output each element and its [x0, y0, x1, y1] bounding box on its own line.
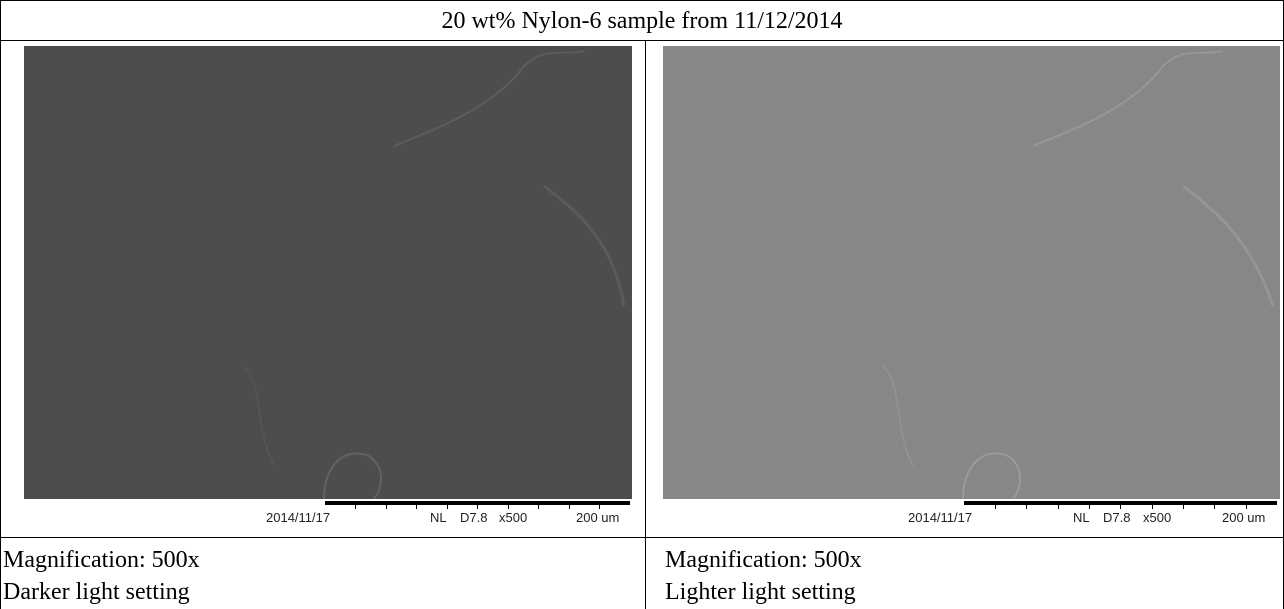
border-left — [0, 0, 1, 609]
scale-tick — [995, 505, 996, 509]
image-magnification: x500 — [1143, 510, 1172, 525]
image-date: 2014/11/17 — [266, 510, 331, 525]
border-top — [0, 0, 1284, 1]
image-magnification: x500 — [499, 510, 528, 525]
caption-line: Lighter light setting — [665, 579, 856, 605]
caption-line: Magnification: 500x — [665, 547, 862, 573]
scale-tick — [538, 505, 539, 509]
image-distance: D7.8 — [1103, 510, 1131, 525]
row-divider — [0, 40, 1284, 41]
scale-tick — [1089, 505, 1090, 509]
scale-tick — [599, 505, 600, 509]
image-info-strip: 2014/11/17 NL D7.8 x500 200 um — [663, 499, 1280, 533]
scale-tick — [1183, 505, 1184, 509]
scale-tick — [416, 505, 417, 509]
row-divider — [0, 537, 1284, 538]
column-divider — [645, 40, 646, 609]
scale-tick — [355, 505, 356, 509]
scale-bar — [325, 501, 630, 505]
scale-tick — [1246, 505, 1247, 509]
scale-tick — [1214, 505, 1215, 509]
scale-bar — [964, 501, 1277, 505]
image-info-strip: 2014/11/17 NL D7.8 x500 200 um — [24, 499, 632, 533]
image-scale: 200 um — [1222, 510, 1266, 525]
sem-image — [663, 46, 1280, 499]
caption-line: Darker light setting — [3, 579, 190, 605]
scale-tick — [1026, 505, 1027, 509]
caption-line: Magnification: 500x — [3, 547, 200, 573]
fiber-texture — [243, 50, 626, 499]
image-date: 2014/11/17 — [908, 510, 973, 525]
sem-image — [24, 46, 632, 499]
scale-tick — [569, 505, 570, 509]
scale-tick — [477, 505, 478, 509]
image-mode: NL — [430, 510, 447, 525]
image-scale: 200 um — [576, 510, 620, 525]
image-distance: D7.8 — [460, 510, 488, 525]
fiber-texture — [882, 50, 1275, 499]
scale-tick — [386, 505, 387, 509]
scale-tick — [1120, 505, 1121, 509]
scale-tick — [1152, 505, 1153, 509]
scale-tick — [508, 505, 509, 509]
image-mode: NL — [1073, 510, 1090, 525]
scale-tick — [447, 505, 448, 509]
scale-tick — [1058, 505, 1059, 509]
table-title: 20 wt% Nylon-6 sample from 11/12/2014 — [441, 8, 843, 34]
